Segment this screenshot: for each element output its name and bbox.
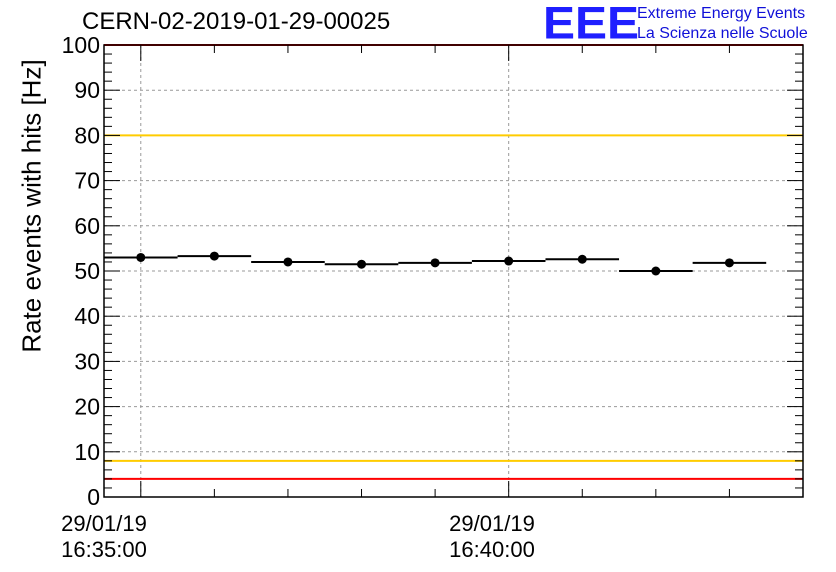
x-tick-label-2: 29/01/19 16:40:00 (449, 511, 535, 563)
data-point (504, 256, 514, 266)
y-tick-label: 10 (74, 439, 100, 465)
data-point (651, 266, 661, 276)
x-axis (140, 45, 804, 497)
logo-text: Extreme Energy Events La Scienza nelle S… (637, 4, 808, 44)
data-point (724, 258, 734, 268)
logo-line-2: La Scienza nelle Scuole (637, 25, 808, 42)
x-tick-label-1: 29/01/19 16:35:00 (61, 511, 147, 563)
y-tick-label: 80 (74, 122, 100, 148)
data-point (577, 254, 587, 264)
data-point (430, 258, 440, 268)
chart-title: CERN-02-2019-01-29-00025 (82, 8, 391, 35)
y-tick-label: 60 (74, 213, 100, 239)
y-tick-label: 90 (74, 77, 100, 103)
x-tick-date: 29/01/19 (61, 511, 147, 536)
x-tick-time: 16:35:00 (61, 537, 147, 562)
y-axis-label: Rate events with hits [Hz] (16, 59, 47, 353)
data-point (283, 257, 293, 267)
y-tick-label: 0 (87, 484, 100, 510)
data-point (136, 252, 146, 262)
x-tick-date: 29/01/19 (449, 511, 535, 536)
data-series (104, 251, 767, 276)
y-tick-label: 70 (74, 168, 100, 194)
x-tick-time: 16:40:00 (449, 537, 535, 562)
y-tick-label: 30 (74, 348, 100, 374)
y-tick-label: 40 (74, 303, 100, 329)
data-point (357, 259, 367, 269)
eee-logo: EEE (543, 0, 640, 49)
y-tick-label: 100 (62, 32, 100, 58)
grid (104, 45, 803, 497)
y-tick-label: 50 (74, 258, 100, 284)
y-tick-label: 20 (74, 394, 100, 420)
y-axis: 0 10 20 30 40 50 60 70 80 90 100 (62, 32, 803, 510)
data-point (209, 251, 219, 261)
logo-line-1: Extreme Energy Events (637, 5, 806, 22)
